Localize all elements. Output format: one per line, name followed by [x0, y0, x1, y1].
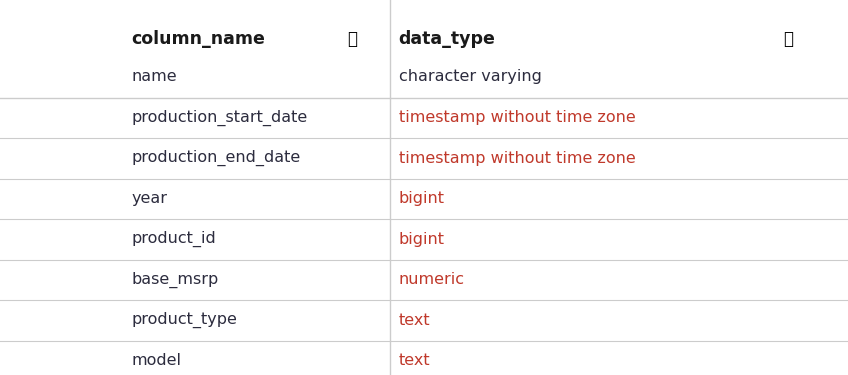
Text: character varying: character varying: [399, 69, 541, 84]
Text: data_type: data_type: [399, 30, 495, 48]
Text: bigint: bigint: [399, 232, 444, 247]
Text: timestamp without time zone: timestamp without time zone: [399, 110, 635, 125]
Text: base_msrp: base_msrp: [131, 272, 219, 288]
Text: bigint: bigint: [399, 191, 444, 206]
Text: production_start_date: production_start_date: [131, 110, 308, 126]
Text: column_name: column_name: [131, 30, 265, 48]
Text: year: year: [131, 191, 167, 206]
Text: name: name: [131, 69, 177, 84]
Text: product_id: product_id: [131, 231, 216, 248]
Text: text: text: [399, 313, 430, 328]
Text: 🔒: 🔒: [347, 30, 357, 48]
Text: numeric: numeric: [399, 272, 465, 287]
Text: 🔒: 🔒: [784, 30, 794, 48]
Text: production_end_date: production_end_date: [131, 150, 301, 166]
Text: product_type: product_type: [131, 312, 237, 328]
Text: text: text: [399, 353, 430, 368]
Text: model: model: [131, 353, 181, 368]
Text: timestamp without time zone: timestamp without time zone: [399, 151, 635, 166]
